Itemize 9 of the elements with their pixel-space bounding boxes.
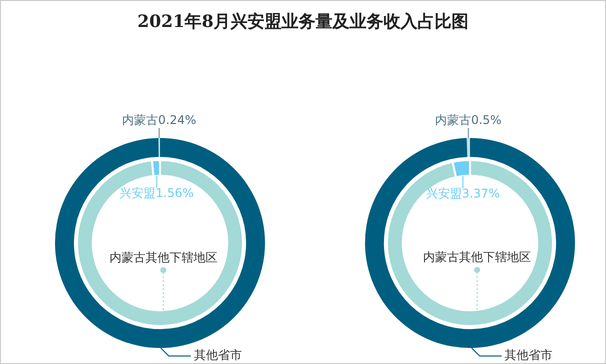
- slice-label: 兴安盟3.37%: [426, 186, 500, 200]
- text: 2021年8月兴安盟业务量及业务收入占比图: [136, 11, 470, 33]
- slice-label: 内蒙古0.5%: [435, 113, 502, 128]
- slice-label: 内蒙古其他下辖地区: [423, 250, 532, 264]
- slice-label: 其他省市: [194, 348, 242, 362]
- slice-label: 兴安盟1.56%: [120, 186, 194, 200]
- slice-label: 内蒙古0.24%: [122, 113, 196, 128]
- slice-label: 其他省市: [504, 348, 553, 362]
- slice-label: 内蒙古其他下辖地区: [109, 250, 218, 264]
